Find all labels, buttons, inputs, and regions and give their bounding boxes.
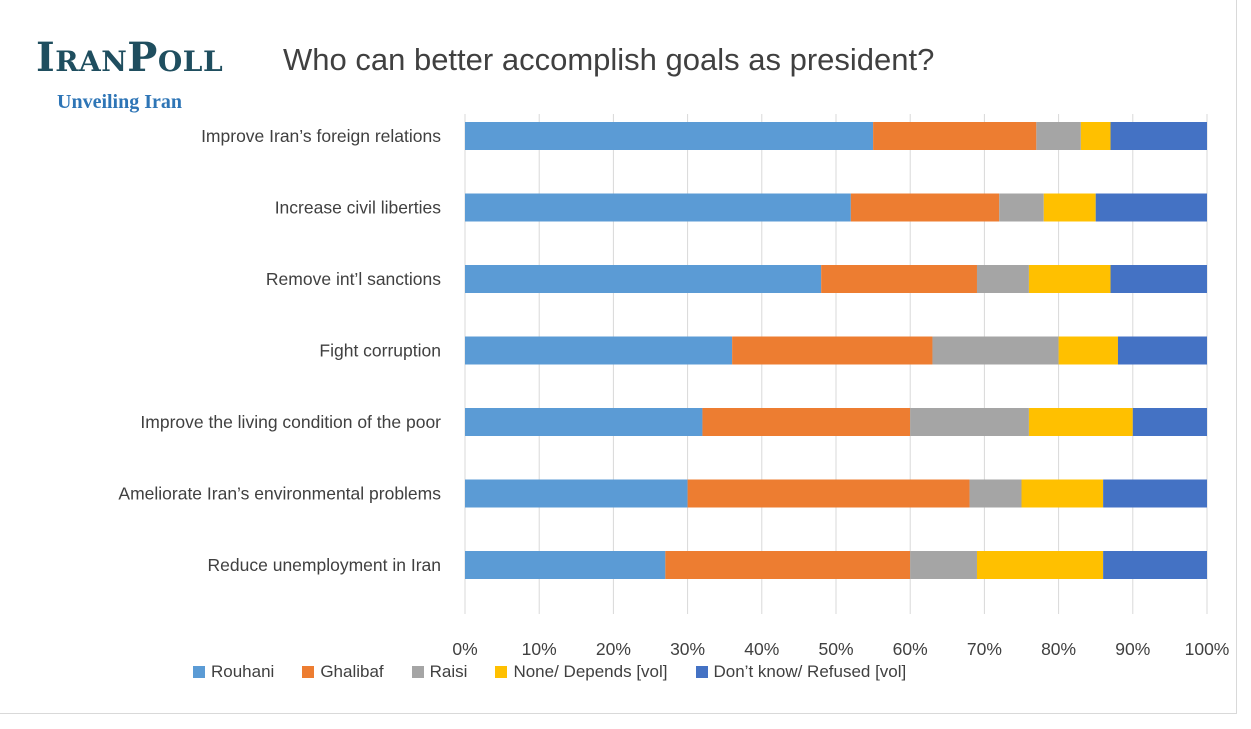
bar-segment-ghalibaf bbox=[688, 480, 970, 508]
legend-swatch bbox=[495, 666, 507, 678]
x-tick-label: 60% bbox=[893, 639, 928, 659]
bar-segment-rouhani bbox=[465, 551, 665, 579]
bar-segment-raisi bbox=[970, 480, 1022, 508]
bar-segment-raisi bbox=[910, 408, 1029, 436]
bar-segment-raisi bbox=[999, 194, 1044, 222]
bar-segment-rouhani bbox=[465, 265, 821, 293]
legend-label: Raisi bbox=[430, 662, 468, 682]
x-tick-label: 100% bbox=[1185, 639, 1230, 659]
bar-segment-ghalibaf bbox=[702, 408, 910, 436]
x-tick-label: 90% bbox=[1115, 639, 1150, 659]
x-tick-label: 80% bbox=[1041, 639, 1076, 659]
legend-label: None/ Depends [vol] bbox=[513, 662, 667, 682]
bar-segment-rouhani bbox=[465, 194, 851, 222]
legend-item: None/ Depends [vol] bbox=[495, 662, 667, 682]
legend-item: Rouhani bbox=[193, 662, 274, 682]
legend-swatch bbox=[412, 666, 424, 678]
x-tick-label: 30% bbox=[670, 639, 705, 659]
bar-segment-rouhani bbox=[465, 122, 873, 150]
category-label: Remove int’l sanctions bbox=[266, 269, 441, 289]
bar-segment-rouhani bbox=[465, 337, 732, 365]
legend-swatch bbox=[193, 666, 205, 678]
bar-segment-don-t-know bbox=[1111, 122, 1207, 150]
bar-segment-none bbox=[1029, 265, 1111, 293]
legend-label: Don’t know/ Refused [vol] bbox=[714, 662, 907, 682]
bar-segment-none bbox=[1044, 194, 1096, 222]
x-tick-label: 20% bbox=[596, 639, 631, 659]
category-label: Fight corruption bbox=[319, 341, 441, 361]
category-label: Increase civil liberties bbox=[275, 198, 442, 218]
bar-segment-don-t-know bbox=[1111, 265, 1207, 293]
category-label: Improve Iran’s foreign relations bbox=[201, 126, 441, 146]
bar-segment-none bbox=[1029, 408, 1133, 436]
x-tick-label: 40% bbox=[744, 639, 779, 659]
bar-segment-ghalibaf bbox=[873, 122, 1036, 150]
legend-swatch bbox=[696, 666, 708, 678]
bar-segment-don-t-know bbox=[1118, 337, 1207, 365]
bar-segment-none bbox=[1059, 337, 1118, 365]
bar-segment-don-t-know bbox=[1096, 194, 1207, 222]
category-label: Improve the living condition of the poor bbox=[140, 412, 441, 432]
x-tick-labels: 0% 10% 20% 30% 40% 50% 60% 70% 80% 90% 100% bbox=[452, 639, 1229, 659]
bar-segment-ghalibaf bbox=[665, 551, 910, 579]
bar-segment-none bbox=[1081, 122, 1111, 150]
bar-segment-none bbox=[1022, 480, 1104, 508]
bar-segment-rouhani bbox=[465, 480, 688, 508]
legend-swatch bbox=[302, 666, 314, 678]
bar-segment-don-t-know bbox=[1103, 551, 1207, 579]
legend-item: Raisi bbox=[412, 662, 468, 682]
category-label: Reduce unemployment in Iran bbox=[208, 555, 441, 575]
legend-item: Ghalibaf bbox=[302, 662, 383, 682]
category-labels: Improve Iran’s foreign relations Increase… bbox=[118, 126, 441, 575]
legend-label: Ghalibaf bbox=[320, 662, 383, 682]
bar-segment-raisi bbox=[1036, 122, 1081, 150]
bar-segment-raisi bbox=[910, 551, 977, 579]
bar-segment-none bbox=[977, 551, 1103, 579]
bar-segment-raisi bbox=[932, 337, 1058, 365]
x-tick-label: 0% bbox=[452, 639, 477, 659]
bar-segment-rouhani bbox=[465, 408, 702, 436]
bar-segment-ghalibaf bbox=[821, 265, 977, 293]
legend-item: Don’t know/ Refused [vol] bbox=[696, 662, 907, 682]
bar-segment-ghalibaf bbox=[851, 194, 999, 222]
category-label: Ameliorate Iran’s environmental problems bbox=[118, 484, 441, 504]
bar-segment-ghalibaf bbox=[732, 337, 932, 365]
x-tick-label: 10% bbox=[522, 639, 557, 659]
x-tick-label: 70% bbox=[967, 639, 1002, 659]
legend-label: Rouhani bbox=[211, 662, 274, 682]
x-tick-label: 50% bbox=[818, 639, 853, 659]
bar-segment-don-t-know bbox=[1103, 480, 1207, 508]
bar-segment-don-t-know bbox=[1133, 408, 1207, 436]
bar-segment-raisi bbox=[977, 265, 1029, 293]
legend: Rouhani Ghalibaf Raisi None/ Depends [vol] D… bbox=[193, 660, 934, 684]
